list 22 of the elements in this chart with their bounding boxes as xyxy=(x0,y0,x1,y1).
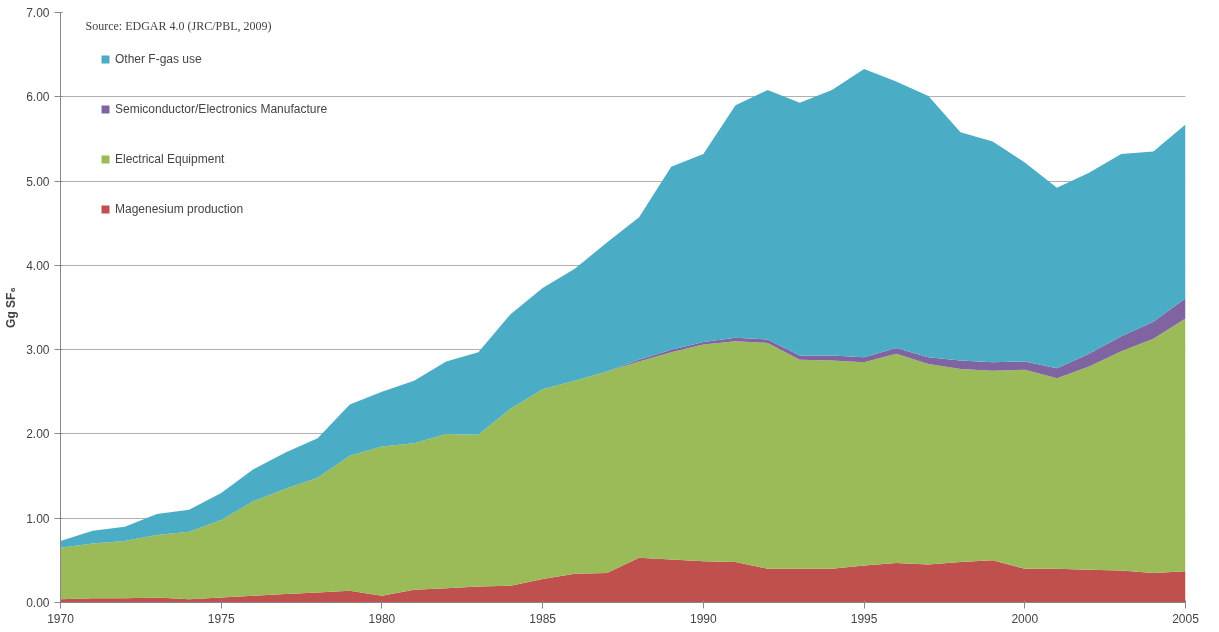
x-tick-label: 1980 xyxy=(368,611,396,626)
y-tick-label: 0.00 xyxy=(26,596,50,610)
x-tick-label: 1975 xyxy=(207,611,235,626)
x-tick-label: 1995 xyxy=(850,611,878,626)
x-tick-label: 2005 xyxy=(1172,611,1200,626)
y-tick-label: 5.00 xyxy=(26,174,50,189)
y-tick-label: 3.00 xyxy=(26,343,50,358)
legend-label: Electrical Equipment xyxy=(115,152,225,166)
annotation: Source: EDGAR 4.0 (JRC/PBL, 2009) xyxy=(85,18,272,33)
y-tick-label: 4.00 xyxy=(26,258,50,273)
legend-label: Other F-gas use xyxy=(115,52,202,66)
legend-label: Magenesium production xyxy=(115,202,244,216)
x-tick-label: 1985 xyxy=(529,611,557,626)
y-tick-label: 1.00 xyxy=(26,511,50,526)
x-tick-label: 2000 xyxy=(1011,611,1039,626)
y-tick-label: 2.00 xyxy=(26,427,50,442)
x-tick-label: 1970 xyxy=(47,611,75,626)
y-axis-title: Gg SF₆ xyxy=(4,287,19,328)
y-tick-label: 6.00 xyxy=(26,90,50,105)
x-tick-label: 1990 xyxy=(690,611,718,626)
legend-label: Semiconductor/Electronics Manufacture xyxy=(115,102,328,116)
y-tick-label: 7.00 xyxy=(26,6,50,20)
